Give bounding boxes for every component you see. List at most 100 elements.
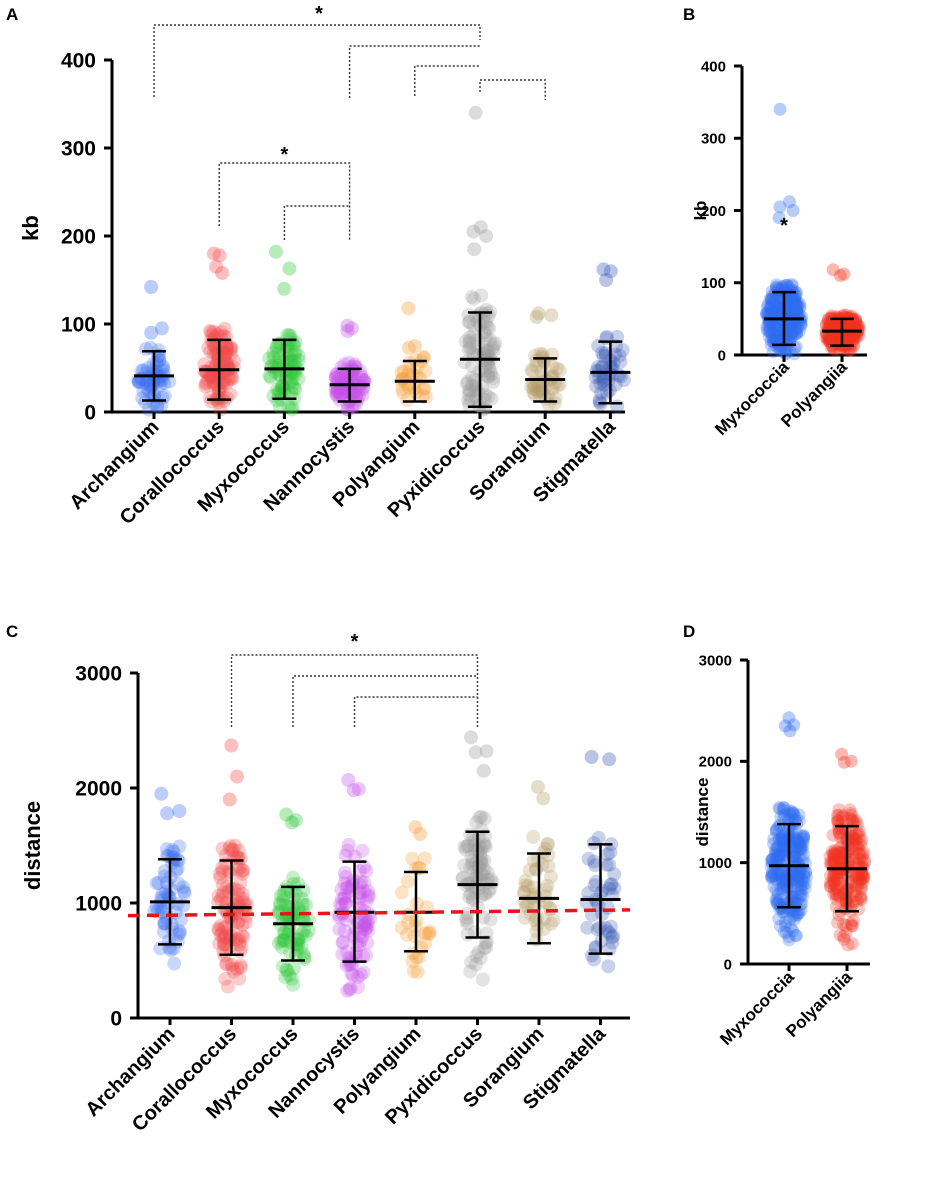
data-point [483, 912, 498, 927]
data-point [846, 329, 860, 343]
data-point [841, 319, 855, 333]
data-point [591, 360, 606, 374]
data-point [284, 815, 299, 830]
data-point [833, 846, 847, 860]
data-point [282, 350, 297, 365]
data-point [770, 319, 784, 333]
data-point [270, 346, 285, 361]
data-point [329, 366, 344, 381]
data-point [850, 871, 864, 885]
data-point [784, 296, 798, 310]
data-point [418, 936, 433, 951]
data-point [769, 278, 783, 292]
data-point [833, 855, 847, 869]
data-point [406, 367, 421, 382]
data-point [847, 852, 860, 866]
data-point [588, 940, 603, 955]
data-point [474, 288, 489, 303]
data-point [790, 286, 804, 300]
data-point [172, 804, 187, 818]
data-point [360, 923, 375, 938]
data-point [847, 312, 861, 326]
series-myxococcia [759, 102, 809, 361]
data-point [828, 868, 842, 882]
data-point [171, 853, 186, 868]
data-point [471, 830, 486, 845]
data-point [775, 825, 789, 839]
data-point [401, 301, 416, 316]
data-point [163, 943, 178, 958]
data-point [486, 344, 501, 359]
data-point [352, 864, 367, 879]
data-point [465, 359, 480, 374]
data-point [827, 877, 841, 891]
data-point [149, 399, 164, 413]
data-point [846, 314, 860, 328]
data-point [351, 782, 366, 797]
data-point [469, 869, 483, 883]
data-point [591, 363, 606, 378]
data-point [777, 837, 791, 851]
data-point [782, 930, 796, 944]
data-point [329, 387, 344, 402]
data-point [477, 811, 492, 826]
data-point [769, 823, 783, 837]
data-point [773, 919, 787, 933]
data-point [284, 402, 299, 417]
data-point [465, 857, 480, 872]
data-point [136, 363, 151, 378]
data-point [844, 917, 858, 931]
data-point [217, 350, 232, 365]
data-point [157, 916, 172, 931]
data-point [481, 369, 496, 383]
series-corallococcus [197, 246, 242, 417]
data-point [786, 924, 800, 938]
data-point [770, 319, 784, 333]
data-point [269, 338, 284, 353]
y-tick-label: 400 [701, 58, 726, 75]
data-point [849, 317, 863, 331]
data-point [467, 242, 482, 257]
data-point [517, 910, 532, 925]
data-point [769, 299, 783, 313]
data-point [787, 912, 801, 926]
data-point [338, 865, 352, 880]
data-point [794, 319, 808, 333]
data-point [774, 864, 788, 878]
data-point [823, 849, 837, 863]
data-point [777, 801, 791, 815]
data-point [606, 929, 621, 944]
data-point [416, 381, 431, 396]
x-tick-label-myxococcia: Myxococcia [716, 967, 798, 1049]
data-point [213, 918, 228, 933]
data-point [206, 325, 221, 339]
data-point [792, 850, 806, 864]
data-point [827, 882, 841, 896]
data-point [478, 328, 493, 343]
data-point [476, 763, 491, 778]
data-point [789, 324, 802, 338]
data-point [778, 301, 792, 315]
data-point [780, 278, 794, 292]
data-point [211, 895, 226, 910]
data-point [850, 869, 864, 883]
data-point [210, 357, 224, 372]
data-point [842, 856, 856, 870]
data-point [216, 921, 231, 936]
data-point [291, 932, 306, 947]
data-point [277, 934, 292, 948]
data-point [471, 339, 485, 354]
data-point [777, 925, 791, 939]
data-point [355, 388, 370, 403]
data-point [278, 970, 293, 985]
data-point [790, 874, 804, 888]
data-point [843, 317, 857, 330]
data-point [461, 342, 476, 357]
data-point [270, 382, 284, 397]
data-point [784, 868, 798, 882]
data-point [344, 399, 359, 414]
data-point [201, 372, 215, 387]
data-point [765, 327, 779, 341]
data-point [766, 866, 779, 880]
data-point [418, 926, 433, 941]
